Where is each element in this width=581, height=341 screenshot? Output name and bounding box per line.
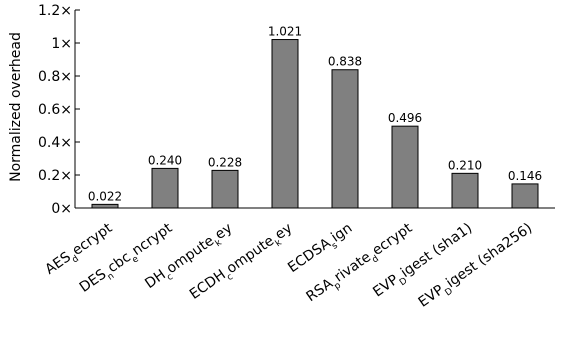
bar — [151, 167, 179, 209]
bars — [91, 39, 539, 209]
y-tick-label: 1× — [51, 36, 72, 52]
y-tick-label: 0.8× — [38, 69, 72, 85]
bar — [451, 172, 479, 209]
data-label: 0.240 — [148, 153, 182, 167]
data-label: 0.228 — [208, 155, 242, 169]
category-label: EVPDigest (sha256) — [416, 220, 538, 314]
bar — [511, 183, 539, 209]
y-tick-label: 0.2× — [38, 168, 72, 184]
data-label: 0.838 — [328, 55, 362, 69]
data-labels: 0.022 0.240 0.228 1.021 0.838 0.496 0.210 0.146 — [88, 25, 542, 204]
bar — [331, 69, 359, 209]
data-label: 0.210 — [448, 158, 482, 172]
category-label: AESdecrypt — [42, 220, 118, 281]
category-label: RSAprivatedecrypt — [304, 220, 418, 309]
y-ticks: 0× 0.2× 0.4× 0.6× 0.8× 1× 1.2× — [38, 3, 80, 217]
data-label: 1.021 — [268, 25, 302, 39]
y-tick-label: 0× — [51, 201, 72, 217]
data-label: 0.496 — [388, 111, 422, 125]
category-labels: AESdecryptDESncbcencryptDHcomputekeyECDH… — [42, 220, 538, 314]
y-axis-label: Normalized overhead — [8, 32, 24, 182]
axes — [74, 10, 555, 209]
y-tick-label: 0.6× — [38, 102, 72, 118]
bar — [271, 39, 299, 209]
y-tick-label: 0.4× — [38, 135, 72, 151]
bar — [91, 203, 119, 209]
data-label: 0.022 — [88, 189, 122, 203]
bar — [391, 125, 419, 209]
bar — [211, 169, 239, 209]
category-label: ECDHcomputekey — [187, 220, 298, 306]
y-tick-label: 1.2× — [38, 3, 72, 19]
data-label: 0.146 — [508, 169, 542, 183]
